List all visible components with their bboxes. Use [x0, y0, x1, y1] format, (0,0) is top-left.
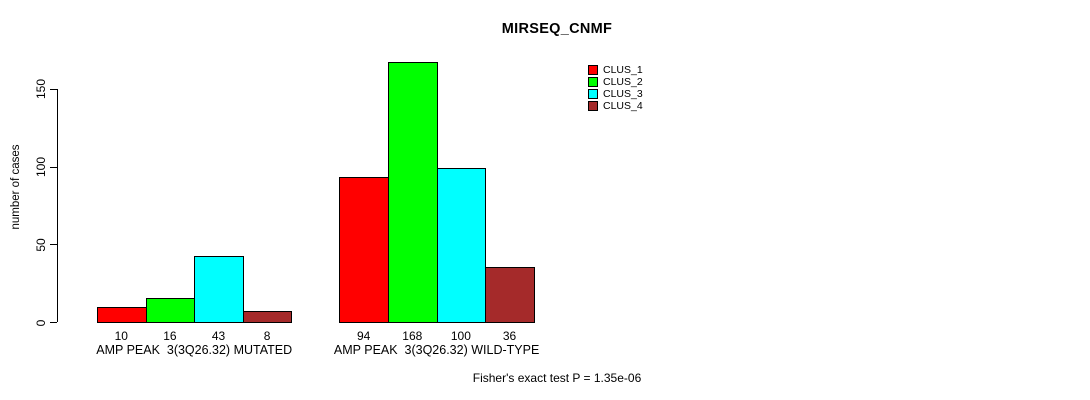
- y-axis-tick: [50, 244, 57, 246]
- y-tick-label: 100: [34, 157, 48, 178]
- legend-label: CLUS_4: [603, 100, 643, 112]
- bar-value-label: 100: [450, 329, 471, 343]
- bar-clus_1-group2: [339, 176, 389, 323]
- chart-title: MIRSEQ_CNMF: [501, 21, 613, 37]
- legend-swatch-icon: [588, 65, 598, 75]
- legend-row: CLUS_3: [588, 88, 643, 100]
- y-axis-tick: [50, 88, 57, 90]
- bar-value-label: 10: [114, 329, 128, 343]
- bar-clus_1-group1: [97, 307, 147, 323]
- legend-label: CLUS_2: [603, 76, 643, 88]
- y-tick-label: 150: [34, 79, 48, 100]
- y-axis-tick: [50, 322, 57, 323]
- bar-clus_4-group1: [242, 310, 293, 323]
- bar-value-label: 94: [357, 329, 371, 343]
- bar-value-label: 36: [502, 329, 517, 343]
- group-label: AMP PEAK 3(3Q26.32) MUTATED: [96, 343, 293, 357]
- bar-clus_3-group2: [436, 167, 487, 323]
- legend-row: CLUS_4: [588, 100, 643, 112]
- fisher-test-annotation: Fisher's exact test P = 1.35e-06: [472, 371, 642, 385]
- y-tick-label: 0: [34, 319, 48, 326]
- group-label: AMP PEAK 3(3Q26.32) WILD-TYPE: [333, 343, 540, 357]
- bar-clus_4-group2: [485, 267, 535, 323]
- y-axis-tick: [50, 166, 57, 168]
- bar-clus_3-group1: [194, 256, 244, 323]
- legend-row: CLUS_1: [588, 64, 643, 76]
- legend-swatch-icon: [588, 101, 598, 111]
- legend: CLUS_1 CLUS_2 CLUS_3 CLUS_4: [588, 64, 643, 112]
- bar-value-label: 16: [163, 329, 177, 343]
- legend-label: CLUS_3: [603, 88, 643, 100]
- legend-swatch-icon: [588, 89, 598, 99]
- bar-clus_2-group2: [388, 61, 438, 323]
- bar-value-label: 8: [263, 329, 271, 343]
- legend-row: CLUS_2: [588, 76, 643, 88]
- y-tick-label: 50: [34, 238, 48, 252]
- y-axis-line: [57, 89, 58, 323]
- legend-label: CLUS_1: [603, 64, 643, 76]
- legend-swatch-icon: [588, 77, 598, 87]
- bar-value-label: 43: [211, 329, 226, 343]
- bar-clus_2-group1: [145, 298, 196, 323]
- bar-value-label: 168: [402, 329, 423, 343]
